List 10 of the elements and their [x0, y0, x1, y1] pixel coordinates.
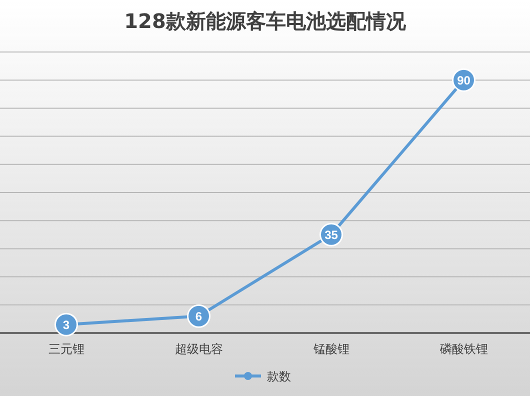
x-tick-label: 锰酸锂: [312, 342, 350, 356]
x-tick-label: 三元锂: [48, 342, 84, 356]
legend-label: 款数: [267, 370, 291, 384]
data-label: 6: [195, 310, 202, 324]
data-label: 3: [62, 318, 70, 332]
x-tick-label: 磷酸铁锂: [438, 342, 488, 356]
data-label: 90: [457, 74, 471, 88]
chart-title: 128款新能源客车电池选配情况: [124, 9, 407, 33]
data-label: 35: [324, 228, 338, 242]
x-tick-label: 超级电容: [174, 342, 223, 356]
